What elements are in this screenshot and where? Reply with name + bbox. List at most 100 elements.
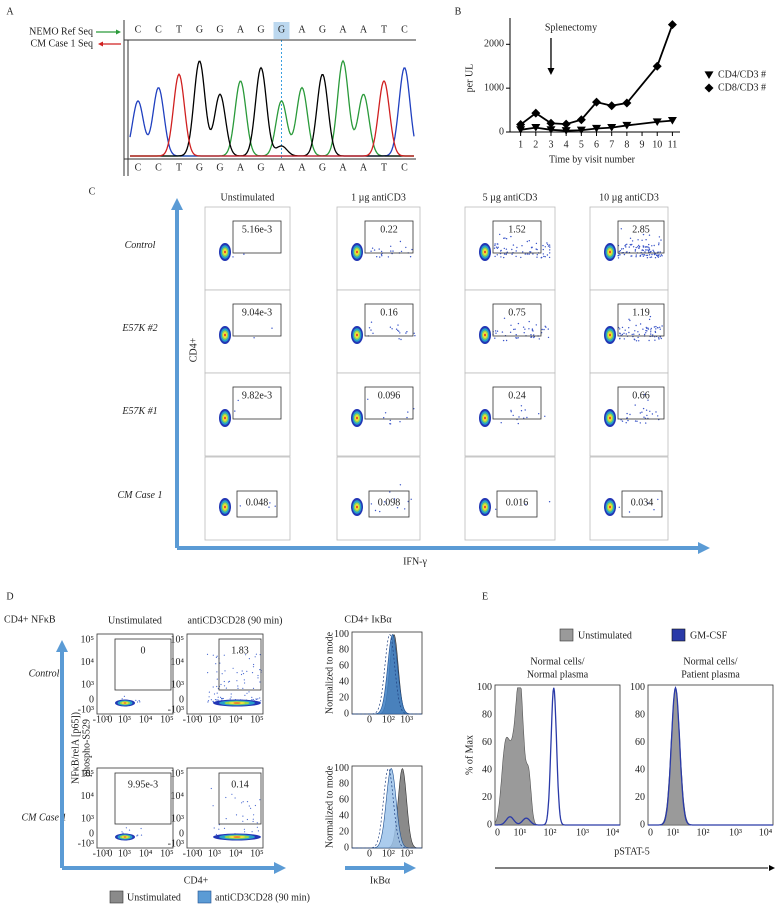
event-dot	[520, 405, 523, 407]
event-dot	[654, 336, 656, 338]
event-dot	[654, 330, 656, 333]
x-tick-label: 10⁴	[229, 848, 243, 859]
x-tick-label: 10³	[576, 827, 589, 838]
event-dot	[637, 336, 639, 339]
event-dot	[548, 244, 551, 246]
event-dot	[216, 699, 218, 701]
event-dot	[389, 423, 391, 425]
event-dot	[215, 663, 217, 665]
panel-label: E	[482, 591, 488, 602]
event-dot	[397, 329, 399, 332]
event-dot	[637, 246, 639, 248]
plot-frame	[204, 456, 291, 541]
event-dot	[411, 248, 413, 251]
event-dot	[217, 699, 219, 701]
event-dot	[542, 244, 544, 247]
case-base: C	[155, 162, 162, 173]
x-tick-label: 0	[648, 827, 653, 838]
cluster	[356, 250, 358, 254]
y-tick-label: 10³	[171, 813, 184, 824]
y-tick-label: 100	[630, 682, 645, 693]
plot-frame	[204, 372, 291, 457]
ref-base: A	[360, 24, 368, 35]
plot-frame	[96, 633, 174, 715]
event-dot	[259, 799, 261, 801]
x-tick-label: 0	[197, 714, 202, 725]
event-dot	[660, 337, 662, 340]
event-dot	[389, 491, 391, 493]
y-tick-label: 0	[179, 829, 184, 840]
cluster	[484, 505, 486, 509]
event-dot	[661, 325, 663, 327]
y-tick-label: 10⁴	[171, 657, 185, 668]
event-dot	[653, 509, 655, 511]
event-dot	[520, 410, 523, 412]
histogram	[352, 768, 422, 849]
event-dot	[392, 250, 394, 252]
event-dot	[499, 233, 501, 236]
event-dot	[503, 317, 506, 319]
gate-value: 9.04e-3	[242, 307, 272, 318]
event-dot	[549, 252, 551, 254]
gate-value: 9.95e-3	[128, 779, 158, 790]
gate-value: 0.66	[632, 390, 650, 401]
event-dot	[646, 330, 648, 332]
event-dot	[207, 672, 209, 674]
event-dot	[228, 680, 231, 683]
event-dot	[398, 330, 400, 332]
y-tick-label: 10⁴	[171, 791, 185, 802]
event-dot	[630, 244, 632, 246]
x-tick-label: 10²	[697, 827, 710, 838]
event-dot	[649, 315, 652, 318]
y-tick-label: 10⁴	[81, 791, 95, 802]
ref-base: A	[237, 24, 245, 35]
event-dot	[413, 332, 415, 334]
event-dot	[208, 691, 210, 693]
histogram	[648, 685, 773, 826]
annotation: Splenectomy	[545, 22, 597, 33]
event-dot	[635, 340, 638, 342]
event-dot	[548, 501, 551, 503]
event-dot	[380, 253, 383, 256]
event-dot	[620, 248, 623, 250]
event-dot	[216, 692, 218, 694]
point	[652, 61, 662, 71]
x-tick-label: 10⁴	[759, 827, 773, 838]
trace	[130, 60, 414, 157]
event-dot	[236, 672, 238, 674]
event-dot	[213, 693, 216, 695]
event-dot	[655, 328, 657, 330]
axis-label: CD4+	[188, 337, 199, 362]
event-dot	[371, 247, 374, 249]
event-dot	[493, 247, 496, 249]
event-dot	[643, 333, 646, 336]
event-dot	[633, 333, 635, 335]
plot-frame	[204, 289, 291, 374]
event-dot	[649, 410, 651, 412]
event-dot	[660, 239, 662, 241]
x-tick-label: 10¹	[514, 827, 527, 838]
y-tick-label: 60	[339, 661, 349, 672]
point	[622, 98, 632, 108]
y-tick-label: 80	[339, 779, 349, 790]
event-dot	[523, 417, 525, 419]
column-header: Unstimulated	[221, 192, 275, 203]
event-dot	[536, 256, 538, 258]
x-tick-label: 6	[594, 139, 599, 150]
cluster	[123, 702, 127, 704]
event-dot	[658, 338, 660, 340]
y-tick-label: 40	[482, 764, 492, 775]
event-dot	[625, 422, 627, 424]
axis-label: pSTAT-5	[614, 846, 650, 857]
event-dot	[274, 505, 276, 507]
y-tick-label: 0	[179, 695, 184, 706]
point	[561, 119, 571, 129]
plot-frame	[204, 206, 291, 291]
event-dot	[658, 244, 660, 246]
y-tick-label: 10³	[81, 813, 94, 824]
event-dot	[254, 804, 256, 807]
event-dot	[510, 235, 512, 238]
histogram	[352, 634, 422, 715]
event-dot	[638, 340, 640, 342]
event-dot	[237, 399, 239, 402]
